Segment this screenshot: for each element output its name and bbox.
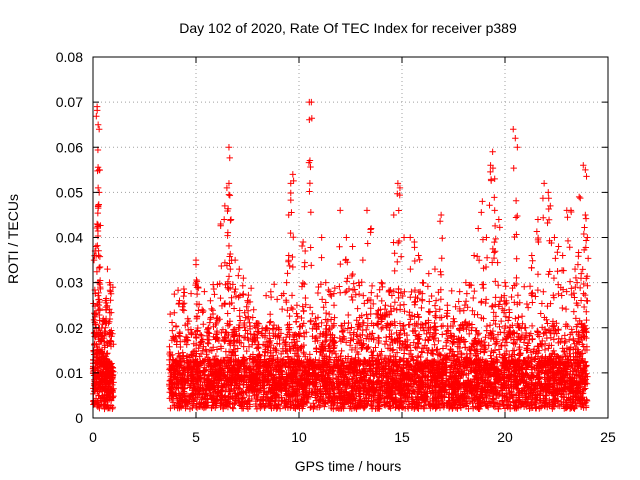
data-point: [236, 307, 243, 314]
data-point: [104, 405, 112, 412]
data-point: [528, 322, 536, 330]
data-point: [206, 346, 214, 354]
data-point: [225, 285, 232, 293]
data-point: [518, 313, 526, 320]
data-point: [393, 349, 401, 356]
data-point: [573, 340, 581, 348]
data-point: [307, 317, 315, 324]
data-point: [109, 394, 117, 401]
data-point: [428, 292, 435, 300]
data-point: [521, 283, 528, 290]
data-point: [286, 312, 293, 320]
data-point: [393, 306, 400, 314]
data-point: [405, 405, 412, 412]
data-point: [92, 395, 100, 402]
data-point: [293, 310, 300, 317]
data-point: [326, 341, 333, 349]
data-point: [300, 349, 307, 356]
data-point: [235, 385, 243, 392]
data-point: [378, 297, 385, 305]
data-point: [439, 345, 447, 352]
data-point: [166, 356, 173, 364]
data-point: [352, 344, 359, 352]
data-point: [558, 292, 565, 299]
data-point: [105, 393, 113, 400]
data-point: [99, 402, 107, 410]
data-point: [227, 341, 234, 349]
data-point: [376, 286, 383, 293]
data-point: [246, 323, 254, 330]
data-point: [386, 326, 393, 334]
data-point: [465, 394, 473, 401]
data-point: [396, 320, 404, 327]
data-point: [436, 306, 443, 313]
data-point: [368, 320, 375, 327]
data-point: [106, 318, 113, 325]
data-point: [432, 308, 440, 315]
data-point: [253, 405, 261, 413]
data-point: [109, 404, 117, 411]
data-point: [524, 304, 532, 311]
data-point: [306, 351, 314, 358]
data-point: [339, 336, 346, 343]
data-point: [487, 352, 494, 359]
data-point: [354, 305, 361, 312]
data-point: [424, 283, 432, 290]
data-point: [497, 342, 505, 350]
data-point: [262, 292, 270, 299]
data-point: [538, 324, 546, 331]
data-point: [534, 286, 542, 294]
data-point: [370, 300, 377, 308]
data-point: [550, 336, 558, 343]
data-point: [527, 330, 535, 337]
data-point: [103, 401, 111, 409]
data-point: [537, 310, 544, 317]
data-point: [276, 405, 284, 412]
data-point: [181, 289, 188, 296]
data-point: [352, 291, 359, 298]
data-point: [566, 336, 573, 343]
data-point: [561, 348, 568, 356]
data-point: [426, 298, 433, 305]
data-point: [483, 322, 491, 330]
data-point: [498, 294, 505, 301]
data-point: [270, 281, 278, 288]
data-point: [300, 320, 307, 327]
data-points: [89, 98, 592, 413]
data-point: [103, 393, 110, 401]
data-point: [561, 332, 569, 339]
data-point: [229, 281, 237, 288]
data-point: [209, 344, 217, 351]
data-point: [171, 309, 178, 316]
data-point: [583, 397, 591, 405]
data-point: [368, 289, 375, 296]
data-point: [322, 299, 329, 306]
data-point: [345, 311, 352, 319]
data-point: [331, 284, 339, 292]
data-point: [365, 296, 373, 304]
data-point: [464, 377, 471, 384]
data-point: [572, 315, 580, 322]
data-point: [389, 346, 397, 353]
data-point: [432, 297, 440, 304]
data-point: [342, 339, 350, 346]
data-point: [273, 296, 281, 303]
data-point: [309, 310, 316, 317]
data-point: [187, 290, 195, 297]
data-point: [323, 322, 330, 329]
data-point: [388, 292, 396, 299]
data-point: [167, 404, 174, 412]
data-point: [166, 310, 174, 318]
data-point: [545, 345, 552, 352]
data-point: [208, 305, 215, 313]
data-point: [182, 333, 190, 341]
data-point: [107, 397, 115, 404]
data-point: [199, 347, 206, 354]
data-point: [252, 400, 260, 408]
data-point: [373, 320, 381, 328]
data-point: [450, 339, 458, 346]
